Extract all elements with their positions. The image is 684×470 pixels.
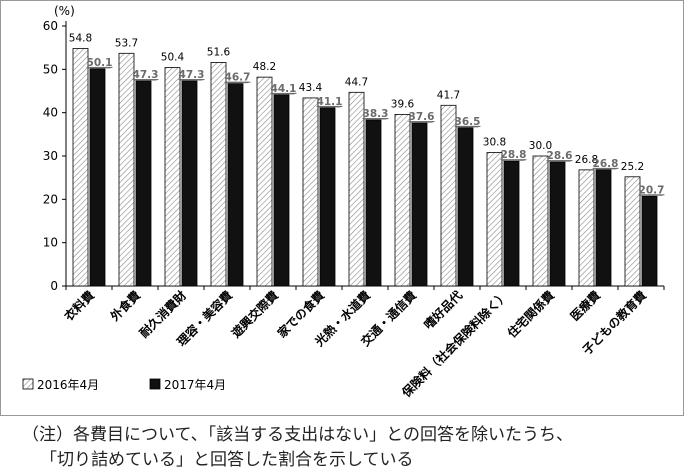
bar-2016	[578, 169, 595, 287]
bar-2017	[181, 80, 198, 287]
value-label-2016: 26.8	[575, 154, 598, 166]
legend: 2016年4月 2017年4月	[22, 378, 226, 392]
value-label-2017: 28.6	[547, 150, 573, 162]
bar-2016	[394, 114, 411, 287]
y-tick-label: 20	[43, 192, 58, 206]
bar-2017	[89, 68, 106, 287]
bar-2017	[319, 107, 336, 287]
value-label-2016: 50.4	[161, 52, 185, 64]
value-label-2016: 30.8	[483, 137, 506, 149]
value-labels: 54.850.153.747.350.447.351.646.748.244.1…	[69, 33, 665, 197]
value-label-2016: 25.2	[621, 161, 644, 173]
category-label: 医療費	[567, 288, 603, 324]
value-label-2016: 43.4	[299, 82, 323, 94]
bar-2016	[624, 176, 641, 287]
value-label-2016: 48.2	[253, 61, 276, 73]
value-label-2016: 30.0	[529, 140, 552, 152]
legend-swatch-2016	[22, 378, 34, 390]
value-label-2017: 38.3	[363, 108, 389, 120]
bar-2016	[164, 67, 181, 287]
bar-2016	[72, 48, 89, 287]
bar-2017	[135, 80, 152, 287]
bar-2016	[440, 104, 457, 287]
category-label: 遊興交際費	[228, 288, 281, 341]
value-label-2016: 44.7	[345, 76, 368, 88]
bars	[72, 48, 658, 287]
bar-2017	[273, 94, 290, 287]
chart-frame: 0 10 20 30 40 50 60 (%) 54.8 50.1 53.7 47.3 50.4 47.…	[0, 0, 684, 416]
value-label-2017: 20.7	[639, 184, 665, 196]
bar-2016	[210, 62, 227, 287]
y-tick-label: 60	[43, 19, 58, 33]
bar-2016	[532, 155, 549, 287]
value-label-2017: 36.5	[455, 116, 481, 128]
bar-2017	[503, 160, 520, 287]
value-label-2017: 47.3	[133, 69, 159, 81]
note-line-2: 「切り詰めている」と回答した割合を示している	[40, 450, 414, 470]
bar-2017	[595, 169, 612, 287]
category-label: 外食費	[107, 288, 143, 324]
value-label-2016: 51.6	[207, 46, 231, 58]
legend-swatch-2017	[149, 378, 161, 390]
y-tick-label: 0	[50, 279, 58, 293]
value-label-2017: 46.7	[225, 72, 251, 84]
y-tick-label: 10	[43, 236, 58, 250]
value-label-2016: 54.8	[69, 33, 92, 45]
note-line-1: （注）各費目について、「該当する支出はない」との回答を除いたうち、	[22, 425, 573, 445]
y-tick-label: 50	[43, 62, 58, 76]
value-label-2017: 50.1	[87, 57, 113, 69]
legend-label-2017: 2017年4月	[164, 378, 226, 392]
bar-2016	[302, 97, 319, 287]
value-label-2017: 26.8	[593, 158, 619, 170]
y-tick-label: 40	[43, 106, 58, 120]
category-label: 衣料費	[61, 288, 97, 324]
bar-2016	[256, 76, 273, 287]
value-label-2016: 41.7	[437, 89, 460, 101]
value-label-2016: 39.6	[391, 98, 415, 110]
category-label: 嗜好品代	[421, 288, 466, 333]
bar-2017	[549, 161, 566, 287]
bar-2017	[365, 119, 382, 287]
y-tick-label: 30	[43, 149, 58, 163]
bar-2016	[118, 52, 135, 287]
bar-2017	[457, 127, 474, 287]
y-unit-label: (%)	[54, 4, 75, 18]
bar-2016	[348, 91, 365, 287]
value-label-2016: 53.7	[115, 37, 138, 49]
bar-2017	[641, 195, 658, 287]
value-label-2017: 47.3	[179, 69, 205, 81]
value-label-2017: 44.1	[271, 83, 297, 95]
value-label-2017: 37.6	[409, 111, 435, 123]
bar-2016	[486, 152, 503, 287]
legend-label-2016: 2016年4月	[37, 378, 99, 392]
category-labels: 衣料費 外食費耐久消費財理容・美容費遊興交際費家での食費光熱・水道費交通・通信費嗜…	[61, 288, 649, 401]
bar-2017	[227, 83, 244, 287]
category-label: 住宅関係費	[504, 288, 557, 341]
value-label-2017: 41.1	[317, 96, 343, 108]
value-label-2017: 28.8	[501, 149, 527, 161]
bar-2017	[411, 122, 428, 287]
